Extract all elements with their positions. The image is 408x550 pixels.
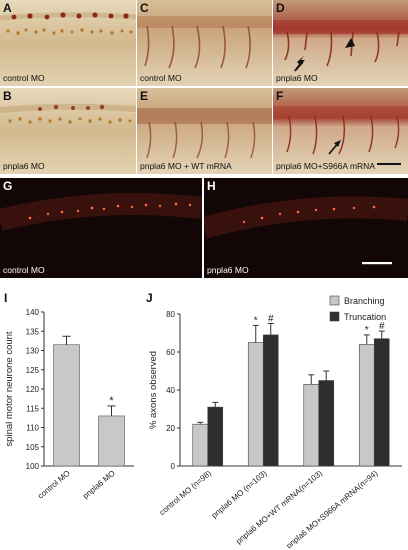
micrograph-d-image (273, 0, 408, 86)
chart-j-bar-branching (303, 384, 320, 467)
chart-i-y-axis-label: spinal motor neurone count (4, 331, 15, 446)
chart-i-y-tick-label: 140 (26, 308, 40, 317)
chart-j-bar-truncation (207, 406, 224, 467)
panel-caption-e: pnpla6 MO + WT mRNA (140, 161, 232, 171)
panel-e: E pnpla6 MO + WT mRNA (137, 88, 272, 174)
chart-j-category-label: pnpla6 MO+S966A mRNA(n=94) (284, 468, 379, 548)
panel-letter-h: H (207, 179, 216, 193)
chart-i-significance-mark: * (109, 395, 114, 407)
chart-i-letter: I (4, 291, 7, 305)
micrograph-a-image (0, 0, 136, 86)
chart-j-legend-label: Branching (344, 296, 385, 306)
micrograph-b-image (0, 88, 136, 174)
chart-i-y-tick-label: 110 (26, 424, 39, 433)
panel-d: D pnpla6 MO (273, 0, 408, 86)
panel-letter-a: A (3, 1, 12, 15)
chart-j-significance-mark: * (254, 315, 258, 326)
panel-caption-a: control MO (3, 73, 45, 83)
chart-j-y-tick-label: 60 (166, 348, 175, 357)
chart-j-category-label: control MO (n=98) (158, 468, 214, 517)
chart-j-bar-branching (247, 342, 264, 467)
panel-letter-d: D (276, 1, 285, 15)
panel-a: A control MO (0, 0, 136, 86)
chart-j-bar-truncation (373, 338, 390, 467)
micrograph-g-image (0, 178, 202, 278)
panel-g: G control MO (0, 178, 202, 278)
chart-j-bar-truncation (262, 334, 279, 467)
chart-j-letter: J (146, 291, 153, 305)
chart-j-y-tick-label: 40 (166, 386, 175, 395)
panel-letter-g: G (3, 179, 13, 193)
chart-j-legend-swatch (329, 311, 340, 322)
chart-i-y-tick-label: 135 (26, 327, 40, 336)
panel-caption-d: pnpla6 MO (276, 73, 318, 83)
panel-letter-e: E (140, 89, 149, 103)
chart-j-bar-truncation (318, 380, 335, 467)
panel-letter-c: C (140, 1, 149, 15)
panel-b: B pnpla6 MO (0, 88, 136, 174)
chart-i-y-tick-label: 130 (26, 347, 40, 356)
panel-f: F pnpla6 MO+S966A mRNA (273, 88, 408, 174)
chart-j-significance-mark: * (365, 325, 369, 336)
chart-i-y-tick-label: 115 (26, 404, 39, 413)
chart-i-y-tick-label: 120 (26, 385, 40, 394)
chart-j-category-label: pnpla6 MO (n=103) (210, 468, 269, 520)
micrograph-e-image (137, 88, 272, 174)
chart-i-bar (98, 415, 125, 467)
panel-letter-f: F (276, 89, 284, 103)
chart-i-y-tick-label: 100 (26, 462, 40, 471)
chart-i-category-label: pnpla6 MO (81, 469, 117, 501)
panel-caption-g: control MO (3, 265, 45, 275)
chart-j-y-tick-label: 80 (166, 310, 175, 319)
panel-letter-b: B (3, 89, 12, 103)
chart-i-y-tick-label: 105 (26, 443, 40, 452)
panel-caption-b: pnpla6 MO (3, 161, 45, 171)
panel-caption-c: control MO (140, 73, 182, 83)
chart-j-y-tick-label: 20 (166, 424, 175, 433)
chart-i-bar (53, 344, 80, 467)
chart-j-bar-branching (192, 423, 209, 467)
chart-i-category-label: control MO (36, 469, 72, 501)
chart-j-legend-swatch (329, 295, 340, 306)
panel-c: C control MO (137, 0, 272, 86)
micrograph-h-image (204, 178, 408, 278)
micrograph-f-image (273, 88, 408, 174)
chart-j-y-axis-label: % axons observed (148, 351, 159, 429)
panel-caption-h: pnpla6 MO (207, 265, 249, 275)
panel-caption-f: pnpla6 MO+S966A mRNA (276, 161, 375, 171)
chart-j-legend-label: Truncation (344, 312, 386, 322)
chart-j: J 0 20 40 60 80 % axons observed control MO (n=… (146, 291, 402, 548)
chart-j-y-tick-label: 0 (171, 462, 176, 471)
chart-i: I 100 105 110 115 120 125 130 135 140 spinal motor… (4, 291, 134, 501)
chart-j-bar-branching (358, 344, 375, 467)
chart-j-significance-mark: # (379, 321, 385, 332)
micrograph-c-image (137, 0, 272, 86)
chart-j-significance-mark: # (268, 314, 274, 325)
chart-i-y-tick-label: 125 (26, 366, 40, 375)
panel-h: H pnpla6 MO (204, 178, 408, 278)
